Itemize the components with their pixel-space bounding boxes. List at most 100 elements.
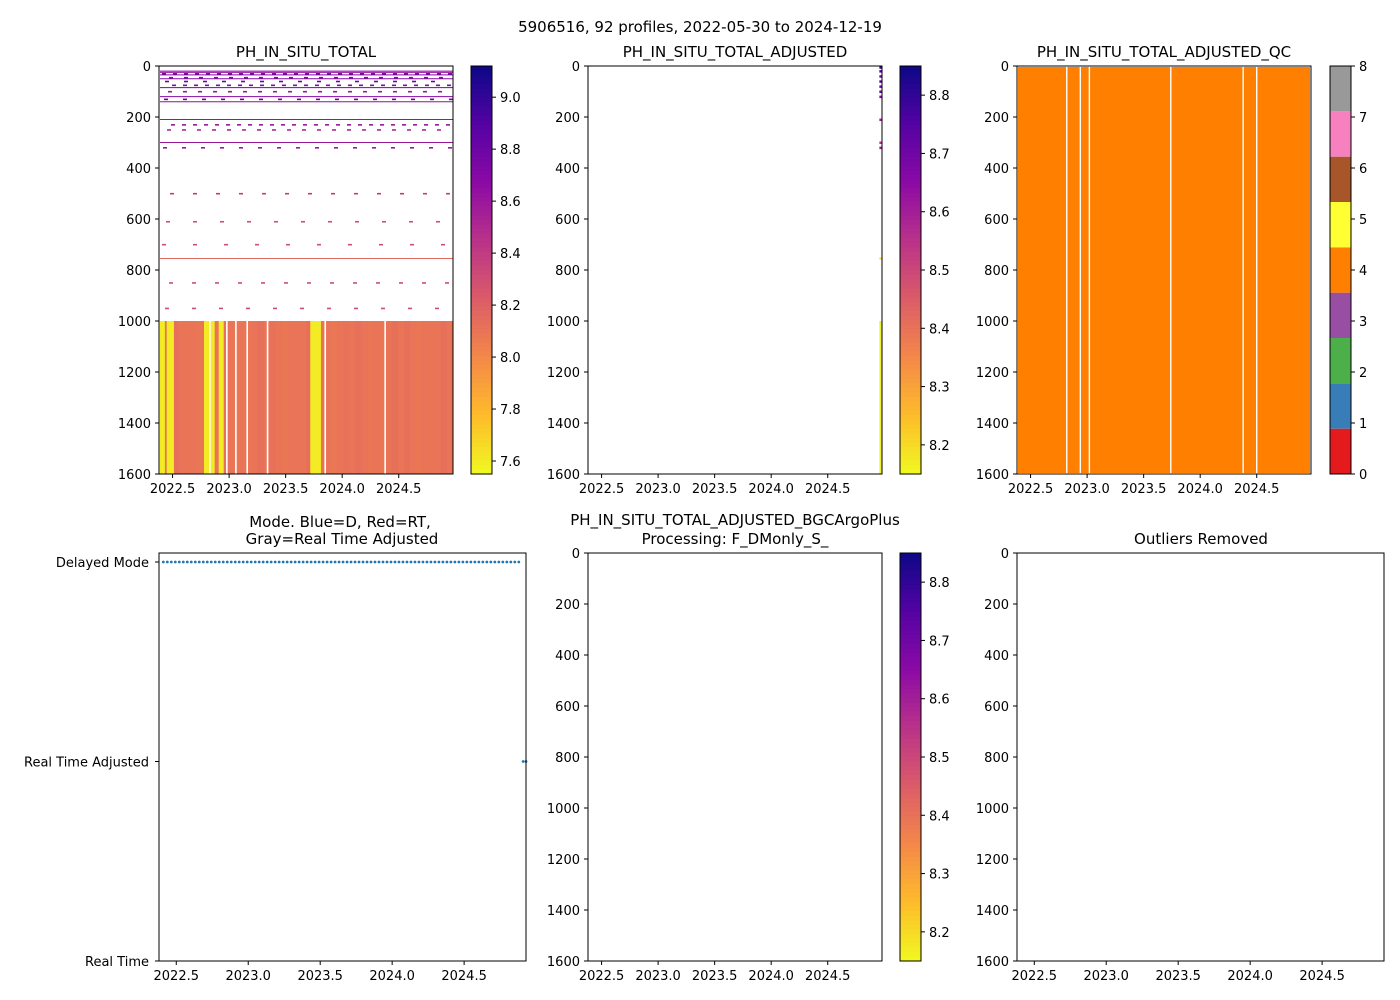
ph-bgcargoplus-colorbar-segment	[900, 643, 921, 649]
ph-raw-shallow-sample	[399, 282, 403, 284]
ph-raw-shallow-sample	[319, 76, 323, 79]
ph-raw-shallow-sample	[281, 124, 285, 126]
ph-raw-deep-variation	[221, 321, 227, 474]
outliers-axes-frame	[1016, 552, 1385, 962]
ph-adjusted-ticks: 2022.5 2023.0 2023.5 2024.0 2024.5 0 200 400 600…	[547, 60, 851, 497]
ph-raw-shallow-sample	[336, 124, 340, 126]
ph-raw-shallow-sample	[334, 76, 338, 79]
ph-raw-shallow-sample	[325, 124, 329, 126]
ph-raw-colorbar-segment	[471, 433, 492, 439]
ph-adjusted-colorbar-segment	[900, 383, 921, 389]
mode-ticks: 2022.5 2023.0 2023.5 2024.0 2024.5 Real Time R…	[24, 556, 487, 984]
ph-raw-shallow-sample	[199, 76, 203, 79]
ph-raw-shallow-sample	[332, 129, 336, 131]
ph-bgcargoplus-colorbar-segment	[900, 933, 921, 939]
mode-delayed-point	[417, 560, 421, 564]
mode-delayed-point	[213, 560, 217, 564]
mode-delayed-point	[385, 560, 389, 564]
ph-raw-shallow-sample	[169, 76, 173, 79]
ph-adjusted-colorbar-segment	[900, 202, 921, 208]
ph-raw-colorbar-segment	[471, 115, 492, 121]
ph-raw-shallow-sample	[274, 76, 278, 79]
ph-adjusted-colorbar-segment	[900, 238, 921, 244]
ph-raw-shallow-sample	[338, 73, 342, 75]
mode-delayed-point	[209, 560, 213, 564]
ph-raw-shallow-sample	[317, 129, 321, 131]
ph-raw-shallow-sample	[168, 90, 172, 93]
ph-adjusted-colorbar-segment	[900, 97, 921, 103]
ph-bgcargoplus-colorbar-segment	[900, 847, 921, 853]
ph-raw-shallow-sample	[166, 220, 170, 223]
ph-raw-shallow-sample	[198, 90, 202, 93]
ph-raw-shallow-sample	[259, 98, 263, 101]
ph-raw-shallow-sample	[192, 282, 196, 284]
ph-raw-shallow-sample	[394, 76, 398, 79]
mode-delayed-point	[297, 560, 301, 564]
ph-raw-colorbar-segment	[471, 170, 492, 176]
ph-raw-shallow-sample	[412, 80, 416, 83]
ph-adjusted-ytick-label: 0	[572, 60, 580, 75]
mode-delayed-point	[177, 560, 181, 564]
ph-raw-panel: PH_IN_SITU_TOTAL 2022.5 2023.0 2023.5 2024.…	[118, 43, 521, 497]
mode-delayed-point	[193, 560, 197, 564]
ph-bgcargoplus-colorbar-segment	[900, 938, 921, 944]
ph-bgcargoplus-colorbar-segment	[900, 770, 921, 776]
ph-bgcargoplus-colorbar-segment	[900, 702, 921, 708]
outliers-ytick-label: 1200	[976, 853, 1009, 868]
ph-raw-shallow-sample	[415, 73, 419, 75]
ph-adjusted-colorbar-segment	[900, 134, 921, 140]
ph-raw-shallow-sample	[162, 243, 166, 246]
ph-raw-ytick-label: 1400	[118, 417, 151, 432]
mode-delayed-point	[445, 560, 449, 564]
ph-raw-colorbar-segment	[471, 206, 492, 212]
ph-adjusted-colorbar-segment	[900, 79, 921, 85]
ph-raw-shallow-sample	[411, 98, 415, 101]
mode-delayed-point	[169, 560, 173, 564]
ph-raw-shallow-sample	[228, 90, 232, 93]
ph-adjusted-colorbar-segment	[900, 464, 921, 471]
ph-raw-deep-variation	[318, 321, 325, 474]
ph-adjusted-qc-colorbar-label: 3	[1359, 315, 1367, 330]
ph-adjusted-colorbar-segment	[900, 401, 921, 407]
ph-bgcargoplus-ytick-label: 200	[555, 598, 580, 613]
ph-raw-shallow-sample	[194, 84, 198, 87]
ph-adjusted-colorbar-segment	[900, 143, 921, 149]
mode-delayed-point	[489, 560, 493, 564]
ph-raw-colorbar-segment	[471, 392, 492, 398]
ph-adjusted-qc-colorbar-segment	[1330, 383, 1351, 429]
ph-bgcargoplus-colorbar-segment	[900, 788, 921, 794]
ph-raw-shallow-sample	[379, 76, 383, 79]
ph-raw-shallow-sample	[377, 192, 381, 195]
ph-raw-colorbar-label: 8.0	[500, 351, 521, 366]
ph-raw-deep-variation	[440, 321, 447, 474]
ph-raw-colorbar-segment	[471, 156, 492, 162]
ph-raw-colorbar-segment	[471, 174, 492, 180]
mode-delayed-point	[201, 560, 205, 564]
mode-delayed-point	[377, 560, 381, 564]
ph-bgcargoplus-colorbar-segment	[900, 598, 921, 604]
ph-adjusted-colorbar-segment	[900, 338, 921, 344]
ph-bgcargoplus-colorbar-segment	[900, 906, 921, 912]
ph-bgcargoplus-title-line-2: Processing: F_DMonly_S_	[642, 530, 829, 549]
mode-delayed-point	[261, 560, 265, 564]
ph-adjusted-qc-gap-profile	[1242, 67, 1244, 473]
ph-bgcargoplus-colorbar-segment	[900, 711, 921, 717]
ph-raw-shallow-sample	[301, 220, 305, 223]
ph-adjusted-axes-frame	[587, 65, 883, 475]
mode-delayed-point	[421, 560, 425, 564]
ph-raw-shallow-sample	[247, 220, 251, 223]
ph-raw-shallow-sample	[241, 80, 245, 83]
ph-raw-shallow-sample	[402, 124, 406, 126]
ph-adjusted-qc-heatmap	[1018, 67, 1310, 473]
ph-bgcargoplus-colorbar-segment	[900, 602, 921, 608]
ph-bgcargoplus-colorbar-segment	[900, 634, 921, 640]
mode-delayed-point	[333, 560, 337, 564]
ph-raw-colorbar-segment	[471, 328, 492, 335]
outliers-title: Outliers Removed	[1134, 530, 1268, 548]
ph-adjusted-ytick-label: 200	[555, 111, 580, 126]
outliers-xtick-label: 2023.0	[1083, 969, 1129, 984]
ph-adjusted-ytick-label: 1000	[547, 315, 580, 330]
ph-bgcargoplus-ytick-label: 400	[555, 649, 580, 664]
ph-raw-shallow-sample	[380, 124, 384, 126]
ph-raw-colorbar-segment	[471, 369, 492, 375]
